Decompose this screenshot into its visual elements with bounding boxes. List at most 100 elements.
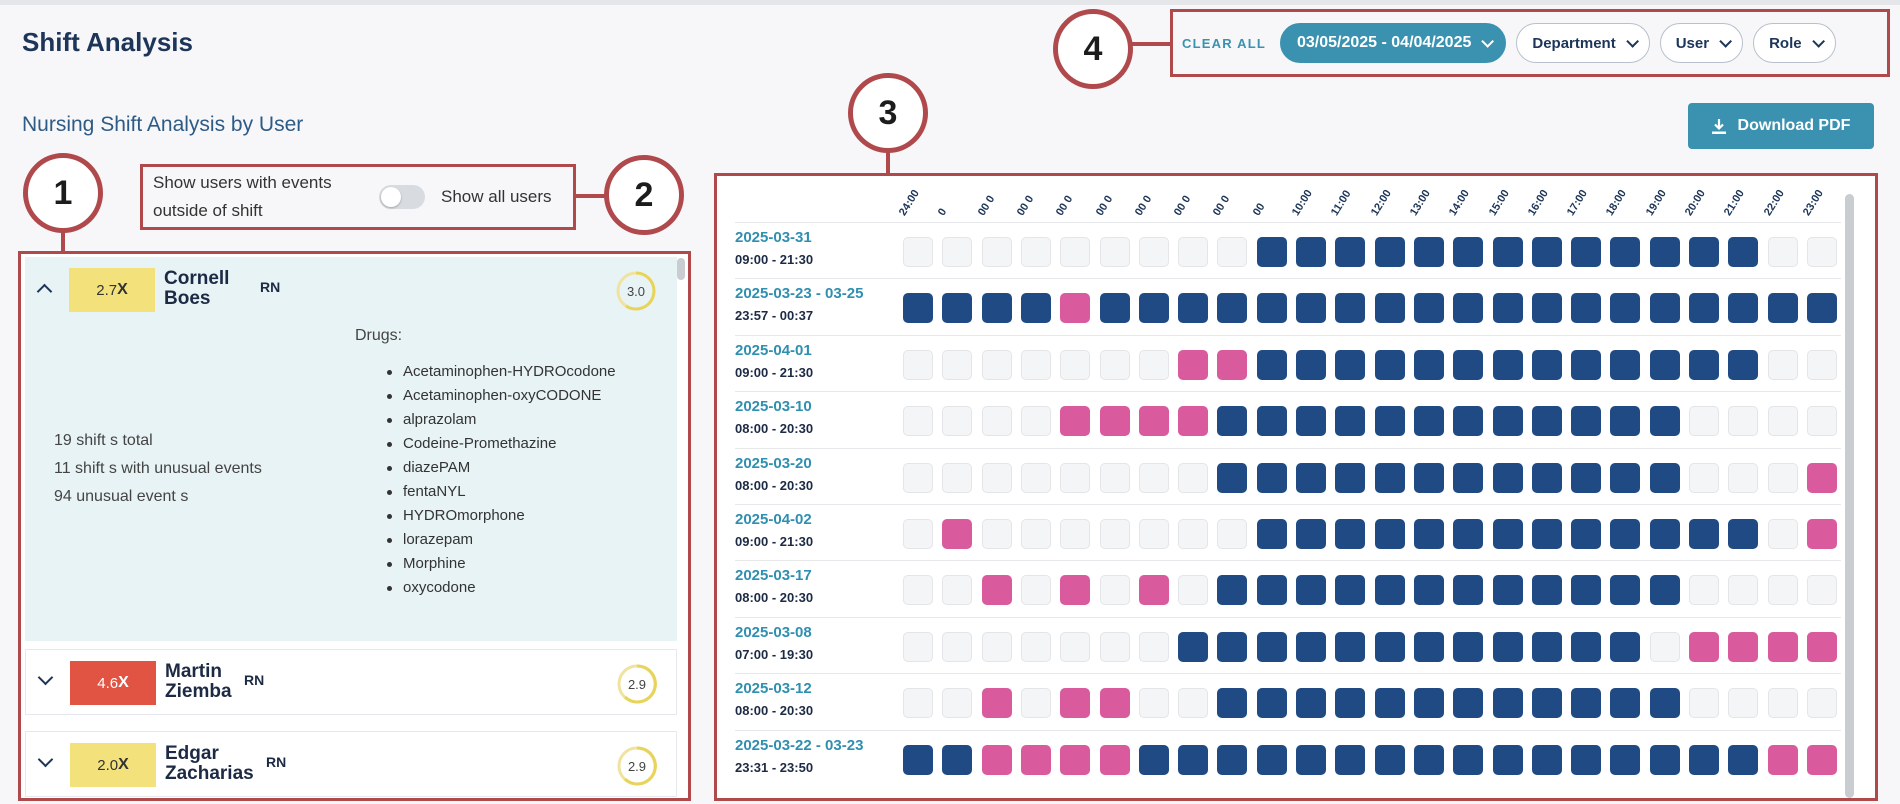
on-shift-cell[interactable] — [1531, 237, 1562, 267]
on-shift-cell[interactable] — [1571, 688, 1602, 719]
unusual-event-cell[interactable] — [1806, 744, 1837, 775]
off-shift-cell[interactable] — [1767, 575, 1798, 606]
off-shift-cell[interactable] — [1689, 406, 1719, 437]
on-shift-cell[interactable] — [1374, 575, 1405, 606]
off-shift-cell[interactable] — [1060, 462, 1091, 493]
on-shift-cell[interactable] — [903, 744, 933, 775]
on-shift-cell[interactable] — [1649, 406, 1680, 437]
on-shift-cell[interactable] — [1453, 293, 1484, 324]
off-shift-cell[interactable] — [1767, 406, 1798, 437]
off-shift-cell[interactable] — [1060, 349, 1091, 380]
date-range-dropdown[interactable]: 03/05/2025 - 04/04/2025 — [1279, 23, 1507, 63]
on-shift-cell[interactable] — [1256, 462, 1287, 493]
chevron-up-icon[interactable] — [36, 283, 53, 300]
on-shift-cell[interactable] — [1453, 688, 1484, 719]
off-shift-cell[interactable] — [1099, 237, 1130, 267]
on-shift-cell[interactable] — [1217, 575, 1248, 606]
on-shift-cell[interactable] — [1335, 237, 1366, 267]
unusual-event-cell[interactable] — [1020, 744, 1051, 775]
on-shift-cell[interactable] — [1413, 237, 1444, 267]
on-shift-cell[interactable] — [1492, 349, 1523, 380]
on-shift-cell[interactable] — [1296, 293, 1326, 324]
on-shift-cell[interactable] — [903, 293, 933, 324]
off-shift-cell[interactable] — [903, 688, 933, 719]
off-shift-cell[interactable] — [1099, 519, 1130, 549]
on-shift-cell[interactable] — [1453, 631, 1484, 662]
off-shift-cell[interactable] — [1138, 631, 1169, 662]
off-shift-cell[interactable] — [942, 575, 973, 606]
off-shift-cell[interactable] — [903, 462, 933, 493]
off-shift-cell[interactable] — [1020, 462, 1051, 493]
off-shift-cell[interactable] — [1689, 688, 1719, 719]
on-shift-cell[interactable] — [1649, 575, 1680, 606]
unusual-event-cell[interactable] — [1178, 406, 1209, 437]
unusual-event-cell[interactable] — [1806, 519, 1837, 549]
unusual-event-cell[interactable] — [1689, 631, 1719, 662]
off-shift-cell[interactable] — [1767, 462, 1798, 493]
off-shift-cell[interactable] — [903, 349, 933, 380]
off-shift-cell[interactable] — [1020, 349, 1051, 380]
on-shift-cell[interactable] — [1256, 575, 1287, 606]
on-shift-cell[interactable] — [1571, 406, 1602, 437]
on-shift-cell[interactable] — [1138, 744, 1169, 775]
on-shift-cell[interactable] — [1374, 744, 1405, 775]
user-card[interactable]: 4.6 X Martin Ziemba RN 2.9 — [25, 649, 677, 715]
off-shift-cell[interactable] — [1020, 237, 1051, 267]
on-shift-cell[interactable] — [1217, 462, 1248, 493]
heatmap-scrollbar[interactable] — [1845, 194, 1854, 798]
on-shift-cell[interactable] — [1296, 349, 1326, 380]
off-shift-cell[interactable] — [1020, 519, 1051, 549]
unusual-event-cell[interactable] — [981, 744, 1012, 775]
on-shift-cell[interactable] — [1413, 631, 1444, 662]
off-shift-cell[interactable] — [1178, 688, 1209, 719]
off-shift-cell[interactable] — [1138, 349, 1169, 380]
on-shift-cell[interactable] — [1296, 519, 1326, 549]
off-shift-cell[interactable] — [1806, 237, 1837, 267]
events-outside-shift-toggle[interactable] — [379, 185, 425, 209]
off-shift-cell[interactable] — [1099, 631, 1130, 662]
shift-date[interactable]: 2025-04-01 — [735, 341, 812, 359]
on-shift-cell[interactable] — [1256, 688, 1287, 719]
on-shift-cell[interactable] — [942, 744, 973, 775]
unusual-event-cell[interactable] — [1099, 406, 1130, 437]
shift-row[interactable]: 2025-03-22 - 03-23 23:31 - 23:50 — [735, 729, 1841, 786]
on-shift-cell[interactable] — [1413, 462, 1444, 493]
on-shift-cell[interactable] — [1531, 462, 1562, 493]
on-shift-cell[interactable] — [1374, 519, 1405, 549]
unusual-event-cell[interactable] — [1060, 293, 1091, 324]
on-shift-cell[interactable] — [1296, 631, 1326, 662]
on-shift-cell[interactable] — [1374, 631, 1405, 662]
on-shift-cell[interactable] — [1453, 744, 1484, 775]
chevron-down-icon[interactable] — [37, 751, 54, 768]
department-dropdown[interactable]: Department — [1516, 23, 1650, 63]
off-shift-cell[interactable] — [1728, 406, 1759, 437]
off-shift-cell[interactable] — [981, 406, 1012, 437]
on-shift-cell[interactable] — [1492, 688, 1523, 719]
on-shift-cell[interactable] — [1649, 349, 1680, 380]
off-shift-cell[interactable] — [942, 631, 973, 662]
on-shift-cell[interactable] — [1728, 519, 1759, 549]
off-shift-cell[interactable] — [1806, 349, 1837, 380]
on-shift-cell[interactable] — [1335, 519, 1366, 549]
unusual-event-cell[interactable] — [1138, 575, 1169, 606]
on-shift-cell[interactable] — [1296, 406, 1326, 437]
off-shift-cell[interactable] — [1020, 631, 1051, 662]
off-shift-cell[interactable] — [981, 462, 1012, 493]
off-shift-cell[interactable] — [1060, 519, 1091, 549]
on-shift-cell[interactable] — [1492, 631, 1523, 662]
on-shift-cell[interactable] — [1571, 462, 1602, 493]
off-shift-cell[interactable] — [1178, 519, 1209, 549]
on-shift-cell[interactable] — [1178, 631, 1209, 662]
on-shift-cell[interactable] — [1335, 575, 1366, 606]
on-shift-cell[interactable] — [1413, 406, 1444, 437]
on-shift-cell[interactable] — [1610, 688, 1641, 719]
off-shift-cell[interactable] — [942, 349, 973, 380]
on-shift-cell[interactable] — [1492, 575, 1523, 606]
on-shift-cell[interactable] — [1374, 462, 1405, 493]
on-shift-cell[interactable] — [1492, 237, 1523, 267]
on-shift-cell[interactable] — [1256, 406, 1287, 437]
on-shift-cell[interactable] — [1217, 688, 1248, 719]
unusual-event-cell[interactable] — [1060, 688, 1091, 719]
shift-row[interactable]: 2025-03-23 - 03-25 23:57 - 00:37 — [735, 278, 1841, 334]
on-shift-cell[interactable] — [1649, 462, 1680, 493]
